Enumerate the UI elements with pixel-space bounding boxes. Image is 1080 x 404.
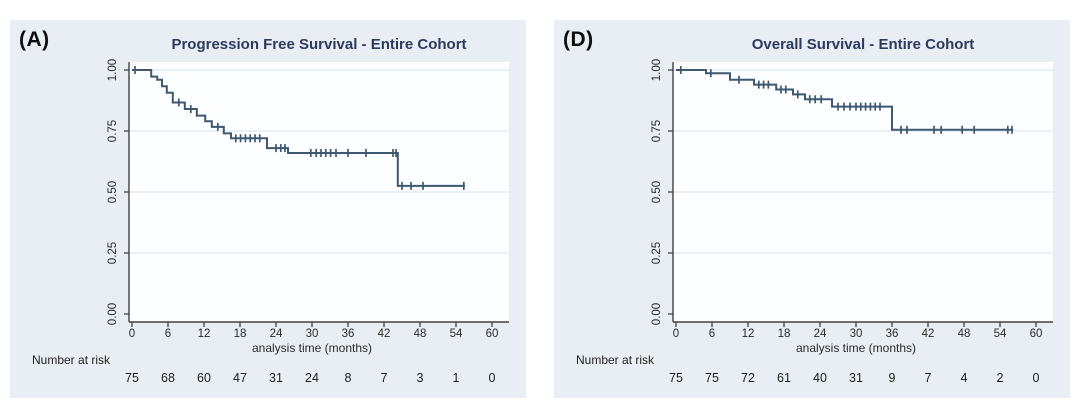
risk-count: 7 bbox=[381, 371, 388, 385]
risk-numbers: 75 75 72 61 40 31 9 7 4 2 0 bbox=[669, 371, 1039, 385]
x-tick-label: 42 bbox=[922, 328, 935, 340]
risk-count: 75 bbox=[669, 371, 683, 385]
risk-count: 4 bbox=[961, 371, 968, 385]
x-tick-label: 36 bbox=[886, 328, 899, 340]
risk-count: 0 bbox=[1033, 371, 1040, 385]
x-tick-label: 18 bbox=[234, 328, 247, 340]
risk-count: 60 bbox=[197, 371, 211, 385]
risk-numbers: 75 68 60 47 31 24 8 7 3 1 0 bbox=[125, 371, 495, 385]
survival-curve bbox=[676, 69, 1014, 131]
number-at-risk-label: Number at risk bbox=[576, 353, 655, 367]
x-tick-label: 6 bbox=[165, 328, 171, 340]
x-tick-label: 30 bbox=[850, 328, 863, 340]
censor-marks bbox=[679, 66, 1013, 134]
x-tick-label: 42 bbox=[378, 328, 391, 340]
x-tick-label: 0 bbox=[129, 328, 135, 340]
chart-title-pfs: Progression Free Survival - Entire Cohor… bbox=[171, 36, 467, 53]
risk-count: 7 bbox=[925, 371, 932, 385]
km-panel-os: (D) Overall Survival - Entire Cohort 0.0… bbox=[554, 20, 1070, 398]
survival-curve bbox=[132, 69, 465, 187]
risk-count: 68 bbox=[161, 371, 175, 385]
y-tick-label: 0.50 bbox=[107, 181, 119, 203]
y-tick-label: 1.00 bbox=[107, 59, 119, 81]
risk-count: 24 bbox=[305, 371, 319, 385]
x-tick-label: 24 bbox=[270, 328, 283, 340]
panel-label-d: (D) bbox=[563, 28, 594, 51]
risk-count: 0 bbox=[489, 371, 496, 385]
panel-label-a: (A) bbox=[19, 28, 50, 51]
y-tick-label: 0.00 bbox=[107, 303, 119, 325]
x-tick-label: 60 bbox=[486, 328, 499, 340]
km-panel-pfs: (A) Progression Free Survival - Entire C… bbox=[10, 20, 526, 398]
risk-count: 2 bbox=[997, 371, 1004, 385]
risk-count: 1 bbox=[453, 371, 460, 385]
x-axis-label: analysis time (months) bbox=[795, 341, 917, 355]
x-tick-label: 6 bbox=[709, 328, 715, 340]
risk-count: 9 bbox=[889, 371, 896, 385]
x-tick-label: 54 bbox=[994, 328, 1007, 340]
x-tick-label: 48 bbox=[958, 328, 971, 340]
x-tick-label: 36 bbox=[342, 328, 355, 340]
censor-marks bbox=[134, 66, 465, 190]
chart-title-os: Overall Survival - Entire Cohort bbox=[751, 36, 975, 53]
risk-count: 75 bbox=[125, 371, 139, 385]
risk-count: 3 bbox=[417, 371, 424, 385]
x-axis-label: analysis time (months) bbox=[251, 341, 373, 355]
y-tick-label: 1.00 bbox=[651, 59, 663, 81]
risk-count: 8 bbox=[345, 371, 352, 385]
risk-count: 31 bbox=[269, 371, 283, 385]
risk-count: 40 bbox=[813, 371, 827, 385]
y-tick-label: 0.25 bbox=[107, 242, 119, 264]
risk-count: 47 bbox=[233, 371, 247, 385]
y-tick-label: 0.50 bbox=[651, 181, 663, 203]
x-tick-label: 12 bbox=[742, 328, 755, 340]
y-tick-label: 0.00 bbox=[651, 303, 663, 325]
x-tick-label: 18 bbox=[778, 328, 791, 340]
risk-count: 72 bbox=[741, 371, 755, 385]
number-at-risk-label: Number at risk bbox=[32, 353, 111, 367]
x-tick-label: 24 bbox=[814, 328, 827, 340]
x-tick-label: 30 bbox=[306, 328, 319, 340]
x-tick-label: 48 bbox=[414, 328, 427, 340]
x-tick-label: 0 bbox=[673, 328, 679, 340]
x-tick-label: 12 bbox=[198, 328, 211, 340]
risk-count: 31 bbox=[849, 371, 863, 385]
risk-count: 75 bbox=[705, 371, 719, 385]
y-tick-label: 0.75 bbox=[107, 120, 119, 142]
km-plot-pfs: 0.000.250.500.751.000 6 12 18 24 30 36 42 48 54 60… bbox=[107, 59, 509, 385]
x-tick-label: 54 bbox=[450, 328, 463, 340]
x-tick-label: 60 bbox=[1030, 328, 1043, 340]
km-plot-os: 0.000.250.500.751.000 6 12 18 24 30 36 42 48 54 60… bbox=[651, 59, 1053, 385]
risk-count: 61 bbox=[777, 371, 791, 385]
y-tick-label: 0.25 bbox=[651, 242, 663, 264]
y-tick-label: 0.75 bbox=[651, 120, 663, 142]
